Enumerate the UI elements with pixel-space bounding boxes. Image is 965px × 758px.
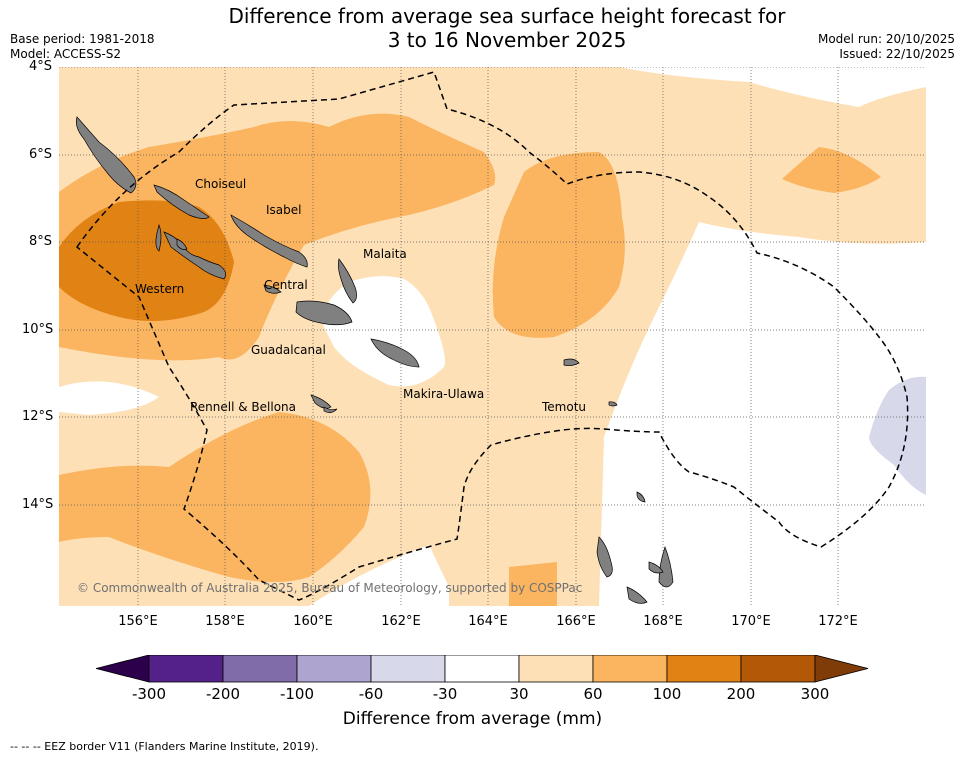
lat-label-8s: 8°S <box>28 234 52 249</box>
anomaly-minus-60-minus-30 <box>869 376 926 495</box>
colorbar-segment <box>740 655 816 683</box>
island-vanuatu-2 <box>626 586 648 604</box>
anomaly-60-100-south-small <box>509 562 557 606</box>
island-vanuatu-1 <box>596 536 613 578</box>
label-rennell-bellona: Rennell & Bellona <box>190 400 296 414</box>
island-vanuatu-4 <box>648 561 664 574</box>
colorbar-segment <box>370 655 446 683</box>
model-name: Model: ACCESS-S2 <box>10 47 122 61</box>
anomaly-neutral-east <box>599 222 926 606</box>
islands <box>75 116 674 604</box>
meta-right: Model run: 20/10/2025 Issued: 22/10/2025 <box>818 32 955 62</box>
anomaly-neutral-west <box>59 381 159 415</box>
lon-label-168e: 168°E <box>643 614 683 629</box>
island-makira <box>370 338 420 368</box>
colorbar-segment <box>666 655 742 683</box>
colorbar-segment <box>444 655 520 683</box>
label-makira-ulawa: Makira-Ulawa <box>403 387 484 401</box>
lon-label-172e: 172°E <box>818 614 858 629</box>
colorbar-title: Difference from average (mm) <box>342 709 603 729</box>
colorbar-segment <box>148 655 224 683</box>
chart-title: Difference from average sea surface heig… <box>0 4 965 52</box>
colorbar-tick-label: -30 <box>432 685 458 703</box>
label-western: Western <box>135 282 184 296</box>
anomaly-60-100-south <box>59 412 371 582</box>
colorbar-tick-label: 60 <box>583 685 603 703</box>
colorbar-tick-label: 300 <box>800 685 830 703</box>
anomaly-neutral-south <box>309 545 449 606</box>
colorbar-over-triangle <box>814 655 869 683</box>
lon-label-162e: 162°E <box>381 614 421 629</box>
lon-label-164e: 164°E <box>468 614 508 629</box>
lat-label-10s: 10°S <box>22 322 54 337</box>
island-rennell <box>323 406 338 413</box>
colorbar-tick-label: 30 <box>509 685 529 703</box>
colorbar-segment <box>296 655 372 683</box>
island-choiseul <box>153 184 210 219</box>
eez-footnote: -- -- -- EEZ border V11 (Flanders Marine… <box>10 740 319 753</box>
colorbar-segment <box>592 655 668 683</box>
map-grid <box>59 67 926 606</box>
issued-date: Issued: 22/10/2025 <box>839 47 955 61</box>
island-western-3 <box>176 238 188 250</box>
island-western-2 <box>155 223 162 252</box>
lon-label-158e: 158°E <box>205 614 245 629</box>
title-line2: 3 to 16 November 2025 <box>387 28 627 52</box>
lon-label-170e: 170°E <box>731 614 771 629</box>
anomaly-100-200-western <box>59 200 234 321</box>
island-florida <box>263 284 282 294</box>
lat-label-12s: 12°S <box>22 409 54 424</box>
island-malaita <box>337 258 357 304</box>
colorbar-tick-label: 200 <box>726 685 756 703</box>
lat-label-6s: 6°S <box>28 147 52 162</box>
meta-left: Base period: 1981-2018 Model: ACCESS-S2 <box>10 32 155 62</box>
island-guadalcanal <box>295 300 353 326</box>
colorbar-tick-label: 100 <box>652 685 682 703</box>
colorbar-tick-label: -60 <box>358 685 384 703</box>
label-temotu: Temotu <box>541 400 586 414</box>
base-period: Base period: 1981-2018 <box>10 32 155 46</box>
label-choiseul: Choiseul <box>195 177 246 191</box>
island-isabel <box>230 214 308 268</box>
lon-label-160e: 160°E <box>293 614 333 629</box>
colorbar-tick-label: -200 <box>205 685 241 703</box>
island-temotu-1 <box>563 358 580 367</box>
colorbar-segments <box>96 655 869 683</box>
lat-label-4s: 4°S <box>28 59 52 74</box>
colorbar-tick-label: -300 <box>131 685 167 703</box>
island-bougainville <box>75 116 137 194</box>
anomaly-60-100-central <box>492 152 625 338</box>
island-vanuatu-3 <box>658 545 674 588</box>
label-malaita: Malaita <box>363 247 407 261</box>
label-central: Central <box>264 278 308 292</box>
colorbar-tick-label: -100 <box>279 685 315 703</box>
label-isabel: Isabel <box>266 203 301 217</box>
island-small-1 <box>310 394 332 409</box>
colorbar-segment <box>518 655 594 683</box>
title-line1: Difference from average sea surface heig… <box>228 4 786 28</box>
copyright-notice: © Commonwealth of Australia 2025, Bureau… <box>77 581 582 595</box>
label-guadalcanal: Guadalcanal <box>251 343 326 357</box>
colorbar-segment <box>222 655 298 683</box>
anomaly-neutral-top <box>529 67 926 107</box>
lon-label-166e: 166°E <box>556 614 596 629</box>
lon-label-156e: 156°E <box>118 614 158 629</box>
colorbar <box>96 655 869 683</box>
sea-height-map: Choiseul Isabel Malaita Western Central … <box>59 67 926 606</box>
lat-label-14s: 14°S <box>22 497 54 512</box>
island-vanuatu-5 <box>636 491 646 503</box>
colorbar-under-triangle <box>96 655 150 683</box>
model-run: Model run: 20/10/2025 <box>817 32 955 46</box>
island-temotu-2 <box>608 401 618 407</box>
anomaly-60-100-far-east <box>782 147 881 193</box>
